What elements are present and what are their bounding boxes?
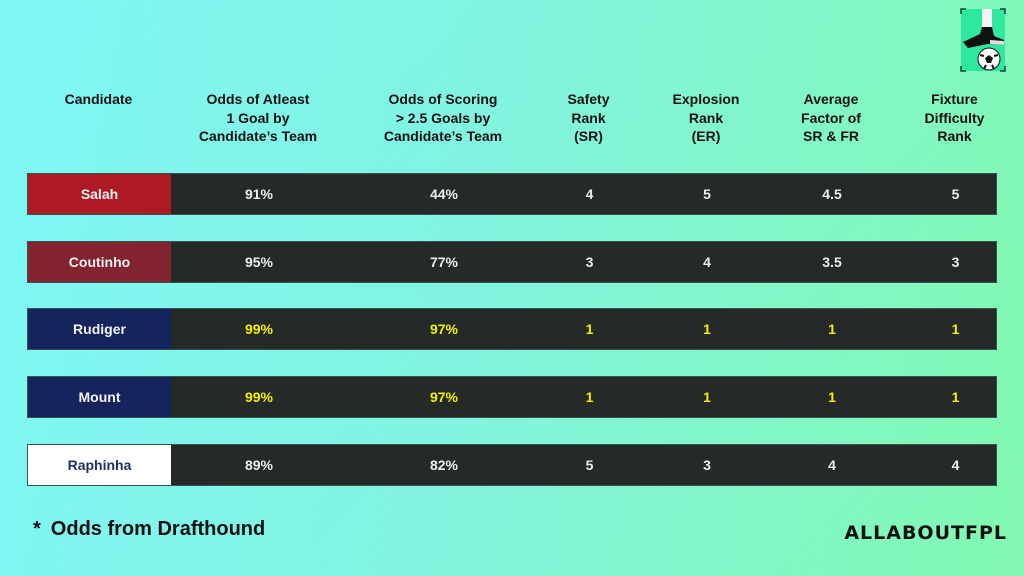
odds-one-goal-cell: 99%: [244, 389, 274, 405]
fixture-difficulty-cell: 1: [951, 389, 960, 405]
column-header-explosion-rank: Explosion Rank (ER): [637, 90, 775, 146]
odds-over-2-5-cell: 82%: [429, 457, 459, 473]
candidate-name-cell: Mount: [28, 377, 171, 417]
safety-rank-cell: 5: [585, 457, 594, 473]
column-header-label: Odds of Scoring > 2.5 Goals by Candidate…: [383, 91, 503, 144]
average-factor-cell: 4: [828, 457, 836, 473]
explosion-rank-cell: 1: [703, 389, 711, 405]
column-header-label: Fixture Difficulty Rank: [924, 91, 985, 144]
safety-rank-cell: 3: [585, 254, 594, 270]
odds-one-goal-cell: 99%: [244, 321, 274, 337]
candidate-name-cell: Coutinho: [28, 242, 171, 282]
odds-one-goal-cell: 91%: [244, 186, 274, 202]
candidate-name: Mount: [78, 389, 121, 405]
candidate-name: Coutinho: [68, 254, 131, 270]
table-row: Salah 91% 44% 4 5 4.5 5: [27, 173, 997, 215]
column-header-odds-over-2-5: Odds of Scoring > 2.5 Goals by Candidate…: [346, 90, 540, 146]
fixture-difficulty-cell: 1: [951, 321, 960, 337]
footnote-text: Odds from Drafthound: [50, 518, 266, 540]
odds-over-2-5-cell: 77%: [429, 254, 459, 270]
column-header-label: Candidate: [64, 91, 133, 107]
explosion-rank-cell: 5: [703, 186, 711, 202]
candidate-name-cell: Raphinha: [28, 445, 171, 485]
odds-over-2-5-cell: 97%: [429, 321, 459, 337]
column-header-average-factor: Average Factor of SR & FR: [775, 90, 887, 146]
table-row: Coutinho 95% 77% 3 4 3.5 3: [27, 241, 997, 283]
column-header-odds-one-goal: Odds of Atleast 1 Goal by Candidate’s Te…: [170, 90, 346, 146]
odds-over-2-5-cell: 97%: [429, 389, 459, 405]
table-row: Raphinha 89% 82% 5 3 4 4: [27, 444, 997, 486]
footnote: * Odds from Drafthound: [33, 518, 265, 541]
average-factor-cell: 3.5: [822, 254, 842, 270]
table-header: Candidate Odds of Atleast 1 Goal by Cand…: [27, 90, 997, 150]
fixture-difficulty-cell: 3: [951, 254, 960, 270]
candidate-name: Rudiger: [73, 321, 126, 337]
fixture-difficulty-cell: 5: [951, 186, 960, 202]
candidate-name-cell: Rudiger: [28, 309, 171, 349]
candidate-name: Salah: [80, 186, 119, 202]
column-header-safety-rank: Safety Rank (SR): [540, 90, 637, 146]
table-row: Rudiger 99% 97% 1 1 1 1: [27, 308, 997, 350]
column-header-label: Explosion Rank (ER): [672, 91, 740, 144]
safety-rank-cell: 4: [585, 186, 594, 202]
safety-rank-cell: 1: [585, 321, 594, 337]
explosion-rank-cell: 4: [703, 254, 711, 270]
brand-wordmark: ALLABOUTFPL: [844, 522, 1007, 544]
column-header-fixture-difficulty: Fixture Difficulty Rank: [887, 90, 1022, 146]
candidate-name-cell: Salah: [28, 174, 171, 214]
average-factor-cell: 1: [828, 389, 836, 405]
candidate-name: Raphinha: [67, 457, 132, 473]
column-header-label: Safety Rank (SR): [567, 91, 610, 144]
fixture-difficulty-cell: 4: [951, 457, 960, 473]
explosion-rank-cell: 3: [703, 457, 711, 473]
asterisk: *: [33, 518, 41, 540]
table-row: Mount 99% 97% 1 1 1 1: [27, 376, 997, 418]
football-boot-ball-icon: [960, 8, 1006, 72]
odds-one-goal-cell: 95%: [244, 254, 274, 270]
explosion-rank-cell: 1: [703, 321, 711, 337]
column-header-candidate: Candidate: [27, 90, 170, 109]
odds-one-goal-cell: 89%: [244, 457, 274, 473]
average-factor-cell: 1: [828, 321, 836, 337]
safety-rank-cell: 1: [585, 389, 594, 405]
column-header-label: Odds of Atleast 1 Goal by Candidate’s Te…: [198, 91, 318, 144]
column-header-label: Average Factor of SR & FR: [801, 91, 861, 144]
average-factor-cell: 4.5: [822, 186, 842, 202]
odds-over-2-5-cell: 44%: [429, 186, 459, 202]
